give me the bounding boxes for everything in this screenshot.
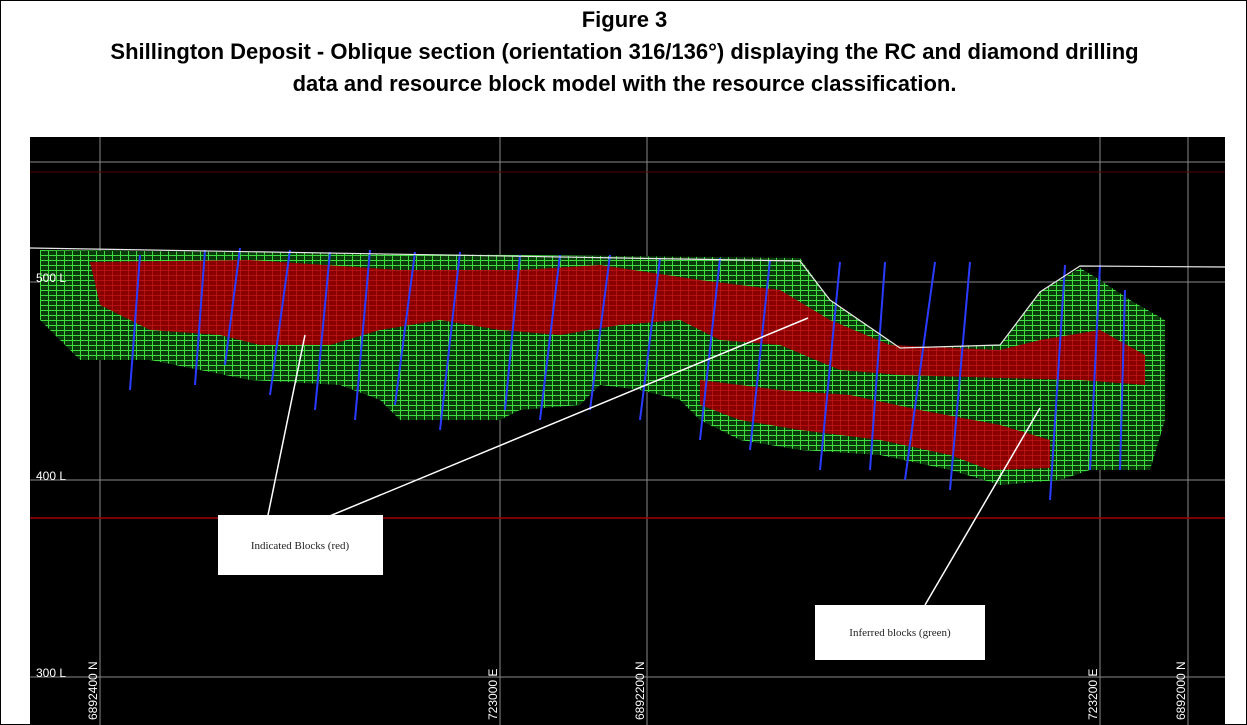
callout-box bbox=[218, 515, 383, 575]
figure-caption-line: Shillington Deposit - Oblique section (o… bbox=[110, 39, 1139, 64]
indicated-blocks bbox=[700, 380, 1050, 470]
figure-number: Figure 3 bbox=[581, 7, 668, 32]
grid-label: 723000 E bbox=[486, 669, 500, 720]
figure-caption-line: data and resource block model with the r… bbox=[292, 71, 957, 96]
level-label: 400 L bbox=[36, 469, 66, 483]
topography bbox=[29, 247, 1226, 349]
level-label: 500 L bbox=[36, 271, 66, 285]
indicated-blocks bbox=[90, 260, 1145, 385]
grid-label: 6892000 N bbox=[1174, 661, 1188, 720]
callout-box bbox=[815, 605, 985, 660]
level-label: 300 L bbox=[36, 666, 66, 680]
grid-label: 723200 E bbox=[1086, 669, 1100, 720]
drill-holes bbox=[129, 247, 1126, 501]
grid-label: 6892200 N bbox=[633, 661, 647, 720]
callout-label: Inferred blocks (green) bbox=[849, 627, 951, 639]
callout-leader bbox=[267, 317, 1041, 606]
callout-label: Indicated Blocks (red) bbox=[251, 540, 350, 552]
grid-label: 6892400 N bbox=[86, 661, 100, 720]
